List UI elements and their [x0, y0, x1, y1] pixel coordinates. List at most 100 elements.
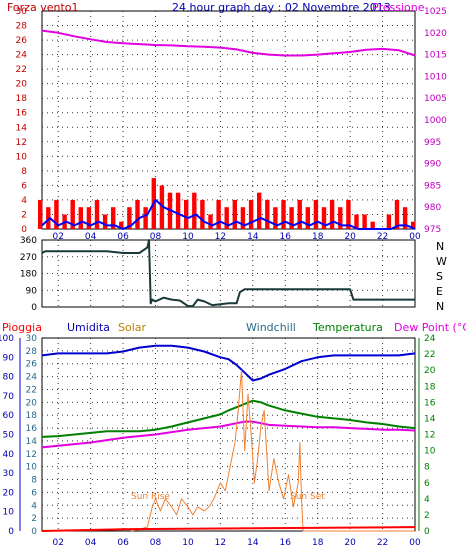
gust-bar — [70, 199, 75, 229]
x-tick-label: 16 — [280, 232, 292, 242]
gust-bar — [232, 199, 237, 229]
humidity-tick-label: 10 — [3, 508, 15, 518]
windchill-tick-label: 12 — [26, 450, 37, 460]
humidity-tick-label: 60 — [3, 411, 15, 421]
humidity-tick-label: 70 — [3, 392, 15, 402]
x-tick-label: 08 — [150, 538, 162, 548]
gust-bar — [362, 214, 367, 229]
panel-humidity-temperature-frame — [41, 337, 416, 532]
x-tick-label: 12 — [215, 232, 226, 242]
gust-bar — [86, 207, 92, 229]
x-tick-label: 00 — [409, 232, 421, 242]
wind-left-label: Forza vento1 — [7, 1, 79, 14]
y-left-tick-label: 2 — [21, 210, 27, 220]
temperature-tick-label: 24 — [424, 334, 436, 344]
compass-label: E — [436, 285, 443, 298]
header-label-solar: Solar — [118, 321, 147, 334]
y-left-tick-label: 26 — [16, 36, 28, 46]
x-tick-label: 20 — [344, 232, 356, 242]
pressure-right-label: Pressione — [372, 1, 425, 14]
temperature-tick-label: 4 — [424, 495, 430, 505]
gust-bar — [159, 185, 165, 229]
windchill-tick-label: 18 — [26, 411, 38, 421]
temperature-tick-label: 0 — [424, 527, 430, 537]
windchill-tick-label: 20 — [26, 398, 38, 408]
y-right-tick-label: 980 — [424, 203, 441, 213]
gust-bar — [305, 207, 310, 229]
x-tick-label: 06 — [117, 232, 129, 242]
windchill-tick-label: 22 — [26, 385, 37, 395]
gust-bar — [78, 207, 83, 229]
wind-direction-line — [41, 239, 415, 308]
x-tick-label: 08 — [150, 232, 162, 242]
pressure-line — [41, 29, 416, 57]
gust-bar — [289, 207, 294, 229]
humidity-tick-label: 0 — [8, 527, 14, 537]
compass-label: N — [436, 240, 444, 253]
windchill-tick-label: 6 — [31, 488, 37, 498]
gust-bar — [54, 199, 59, 229]
y-right-tick-label: 1015 — [424, 51, 447, 61]
y-left-tick-label: 14 — [16, 123, 28, 133]
windchill-tick-label: 26 — [26, 360, 38, 370]
x-tick-label: 18 — [312, 538, 324, 548]
y-right-tick-label: 1005 — [424, 94, 447, 104]
gust-bar — [402, 207, 408, 229]
gust-bar — [321, 207, 327, 229]
header-label-pioggia: Pioggia — [2, 321, 42, 334]
gust-bar — [281, 199, 286, 229]
gust-bar — [192, 192, 197, 229]
humidity-tick-label: 20 — [3, 488, 15, 498]
y-left-tick-label: 12 — [16, 138, 27, 148]
gust-bar — [111, 207, 116, 229]
x-tick-label: 22 — [377, 538, 388, 548]
y-right-tick-label: 1010 — [424, 72, 447, 82]
compass-label: N — [436, 300, 444, 313]
header-label-windchill: Windchill — [246, 321, 296, 334]
y-left-tick-label: 18 — [16, 94, 28, 104]
gust-bar — [224, 207, 229, 229]
x-tick-label: 04 — [85, 538, 97, 548]
gust-bar — [411, 221, 416, 229]
gust-bar — [346, 199, 351, 229]
temperature-tick-label: 22 — [424, 350, 435, 360]
header-label-temperatura: Temperatura — [312, 321, 383, 334]
wind-speed-line — [41, 198, 416, 230]
direction-tick-label: 0 — [31, 303, 37, 313]
y-left-tick-label: 16 — [16, 109, 28, 119]
compass-label: W — [436, 255, 447, 268]
x-tick-label: 16 — [280, 538, 292, 548]
gust-bar — [394, 199, 400, 229]
gust-bar — [265, 199, 270, 229]
windchill-tick-label: 30 — [26, 334, 38, 344]
x-tick-label: 10 — [182, 232, 194, 242]
gust-bar — [297, 199, 302, 229]
y-left-tick-label: 22 — [16, 65, 27, 75]
series-line-umidita — [41, 344, 416, 382]
x-tick-label: 20 — [344, 538, 356, 548]
direction-tick-label: 270 — [20, 253, 37, 263]
series-line-pioggia — [41, 526, 416, 532]
x-tick-label: 00 — [409, 538, 421, 548]
y-right-tick-label: 975 — [424, 225, 441, 235]
y-right-tick-label: 1025 — [424, 7, 447, 17]
y-left-tick-label: 20 — [16, 80, 28, 90]
humidity-tick-label: 80 — [3, 373, 15, 383]
series-line-dew-point-c — [41, 420, 416, 449]
gust-bar — [257, 192, 262, 229]
x-tick-label: 02 — [52, 538, 63, 548]
temperature-tick-label: 10 — [424, 447, 436, 457]
gust-bar — [313, 199, 319, 229]
y-left-tick-label: 24 — [16, 51, 28, 61]
header-label-dewpoint: Dew Point (°C) — [394, 321, 466, 334]
windchill-tick-label: 10 — [26, 463, 38, 473]
gust-bar — [94, 199, 100, 229]
x-tick-label: 22 — [377, 232, 388, 242]
series-line-temperatura — [41, 399, 416, 438]
direction-tick-label: 360 — [20, 236, 37, 246]
gust-bar — [338, 207, 343, 229]
panel-wind-pressure-frame — [41, 10, 416, 230]
direction-tick-label: 90 — [26, 286, 38, 296]
annotation-sun-set: Sun Set — [290, 492, 325, 502]
humidity-tick-label: 30 — [3, 469, 15, 479]
